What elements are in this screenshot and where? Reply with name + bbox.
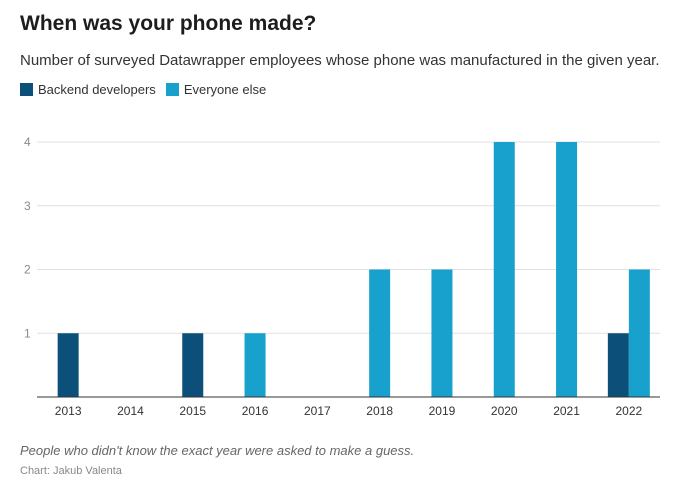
legend: Backend developers Everyone else: [20, 82, 266, 97]
legend-item-everyone: Everyone else: [165, 82, 267, 97]
bar-everyone-2022: [628, 269, 650, 397]
bar-everyone-2020: [493, 142, 515, 397]
y-tick-label: 4: [24, 135, 31, 149]
y-tick-label: 2: [24, 263, 31, 277]
x-tick-label: 2017: [304, 404, 331, 418]
legend-swatch-backend: [20, 83, 33, 96]
chart-subtitle: Number of surveyed Datawrapper employees…: [20, 52, 660, 69]
chart-note: People who didn't know the exact year we…: [20, 443, 415, 458]
bar-chart: 1 2 3 4 2013 2014 2015 2016 2017 2018 2019 2020 2021…: [24, 135, 660, 418]
legend-swatch-everyone: [165, 83, 179, 96]
x-tick-label: 2019: [429, 404, 456, 418]
x-tick-label: 2013: [55, 404, 82, 418]
bar-everyone-2016: [244, 333, 266, 397]
x-tick-label: 2022: [615, 404, 642, 418]
x-tick-label: 2021: [553, 404, 580, 418]
bar-everyone-2019: [431, 269, 453, 397]
bar-everyone-2018: [369, 269, 391, 397]
x-tick-label: 2018: [366, 404, 393, 418]
x-tick-label: 2014: [117, 404, 144, 418]
bar-backend-2013: [57, 333, 79, 397]
chart-credit: Chart: Jakub Valenta: [20, 465, 122, 477]
legend-label-everyone: Everyone else: [183, 82, 267, 97]
chart-title: When was your phone made?: [20, 12, 317, 35]
bar-backend-2022: [607, 333, 629, 397]
y-tick-label: 1: [24, 326, 31, 340]
legend-item-backend: Backend developers: [20, 82, 156, 97]
x-tick-label: 2020: [491, 404, 518, 418]
y-tick-label: 3: [24, 199, 31, 213]
bar-backend-2015: [182, 333, 204, 397]
x-tick-label: 2015: [179, 404, 206, 418]
bar-everyone-2021: [556, 142, 578, 397]
x-tick-label: 2016: [242, 404, 269, 418]
legend-label-backend: Backend developers: [38, 82, 156, 97]
